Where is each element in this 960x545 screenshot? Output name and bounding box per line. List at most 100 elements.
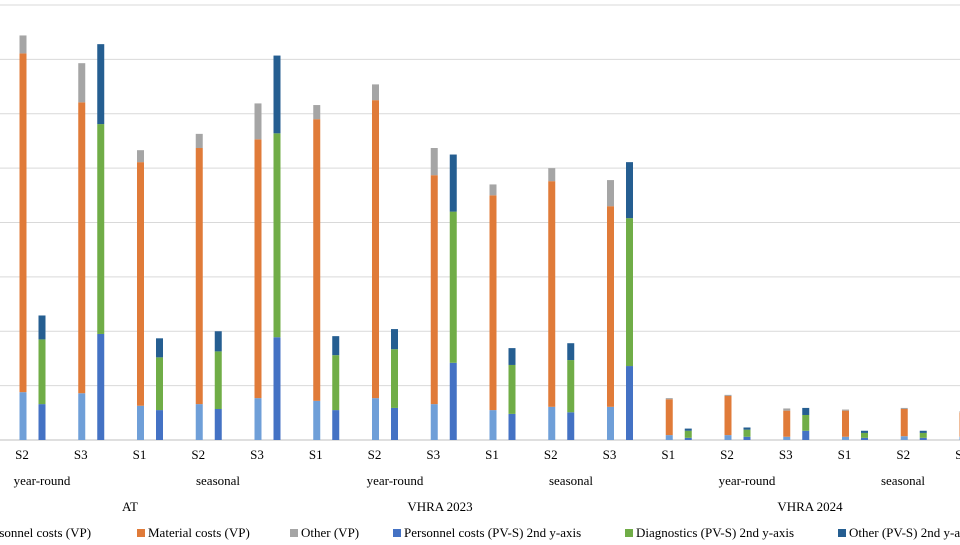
bar-segment	[391, 407, 398, 440]
bar-segment	[743, 427, 751, 430]
bar-segment	[332, 410, 340, 440]
bar-segment	[195, 133, 203, 149]
bar-segment	[783, 436, 791, 440]
legend-label: Personnel costs (PV-S) 2nd y-axis	[404, 525, 581, 540]
bar-segment	[38, 315, 46, 340]
x-tick-label: S3	[955, 447, 960, 462]
bar-segment	[900, 436, 908, 440]
bar-segment	[449, 362, 457, 440]
bar-segment	[802, 430, 810, 440]
bar-segment	[97, 44, 105, 125]
x-tick-label: S3	[426, 447, 440, 462]
bar-segment	[430, 404, 438, 440]
bar-segment	[724, 435, 732, 440]
bar-segment	[842, 409, 849, 411]
x-tick-label: S1	[309, 447, 323, 462]
bar-segment	[861, 430, 868, 433]
bar-segment	[254, 139, 262, 399]
legend-swatch	[290, 529, 298, 537]
x-tick-label: S2	[15, 447, 29, 462]
group-label: AT	[122, 499, 138, 514]
bar-segment	[97, 124, 105, 334]
bar-segment	[313, 400, 321, 440]
legend-swatch	[137, 529, 145, 537]
bar-segment	[273, 133, 281, 338]
subgroup-label: year-round	[719, 473, 776, 488]
bar-segment	[607, 206, 614, 407]
bar-segment	[78, 393, 86, 440]
bar-segment	[19, 392, 27, 440]
bar-segment	[214, 409, 222, 440]
bar-segment	[273, 337, 281, 440]
bar-segment	[489, 410, 497, 440]
bar-segment	[156, 357, 163, 411]
bar-segment	[783, 408, 791, 411]
bar-segment	[19, 35, 27, 54]
bar-segment	[78, 63, 86, 103]
bar-segment	[156, 338, 163, 358]
bar-segment	[313, 119, 321, 401]
x-tick-label: S3	[74, 447, 88, 462]
bar-segment	[665, 399, 673, 436]
x-tick-label: S3	[779, 447, 793, 462]
x-tick-label: S3	[603, 447, 617, 462]
bar-segment	[743, 436, 751, 440]
x-tick-label: S2	[368, 447, 382, 462]
bar-segment	[684, 430, 692, 438]
bar-segment	[254, 398, 262, 440]
x-tick-label: S2	[896, 447, 910, 462]
bar-segment	[332, 336, 340, 356]
legend-label: Material costs (VP)	[148, 525, 250, 540]
bar-segment	[626, 366, 633, 440]
bar-segment	[919, 437, 927, 440]
bar-segment	[626, 218, 633, 367]
bar-segment	[802, 414, 810, 431]
bar-segment	[548, 168, 556, 182]
legend-label: Other (VP)	[301, 525, 359, 540]
x-tick-label: S1	[838, 447, 852, 462]
x-tick-label: S3	[250, 447, 264, 462]
bar-segment	[391, 329, 398, 350]
subgroup-label: seasonal	[881, 473, 925, 488]
bar-segment	[214, 351, 222, 410]
bar-segment	[861, 437, 868, 440]
bar-segment	[567, 412, 575, 440]
bar-segment	[567, 343, 575, 361]
bar-segment	[900, 409, 908, 437]
bar-segment	[313, 105, 321, 120]
bar-segment	[567, 360, 575, 413]
x-tick-label: S2	[191, 447, 205, 462]
bar-segment	[508, 364, 516, 414]
bar-segment	[273, 55, 281, 134]
subgroup-label: seasonal	[549, 473, 593, 488]
bar-segment	[626, 162, 633, 219]
bar-segment	[665, 398, 673, 400]
bar-segment	[38, 404, 46, 440]
legend-label: Other (PV-S) 2nd y-axis	[849, 525, 960, 540]
bar-segment	[743, 429, 751, 437]
bar-segment	[137, 150, 144, 163]
bar-segment	[430, 148, 438, 176]
bar-segment	[607, 406, 614, 440]
bar-segment	[684, 428, 692, 431]
bar-segment	[842, 436, 849, 440]
legend-label: Diagnostics (PV-S) 2nd y-axis	[636, 525, 794, 540]
bar-segment	[919, 430, 927, 433]
bar-segment	[861, 432, 868, 438]
bar-segment	[724, 394, 732, 396]
bar-segment	[665, 435, 673, 440]
bar-segment	[449, 154, 457, 212]
bar-segment	[254, 103, 262, 140]
bar-segment	[802, 407, 810, 415]
bar-segment	[607, 180, 614, 207]
bar-segment	[548, 406, 556, 440]
subgroup-label: year-round	[14, 473, 71, 488]
bar-segment	[97, 333, 105, 440]
bar-segment	[724, 395, 732, 436]
bar-segment	[137, 162, 144, 406]
bar-segment	[214, 331, 222, 352]
bar-segment	[195, 148, 203, 405]
bar-segment	[842, 410, 849, 437]
x-tick-label: S2	[720, 447, 734, 462]
